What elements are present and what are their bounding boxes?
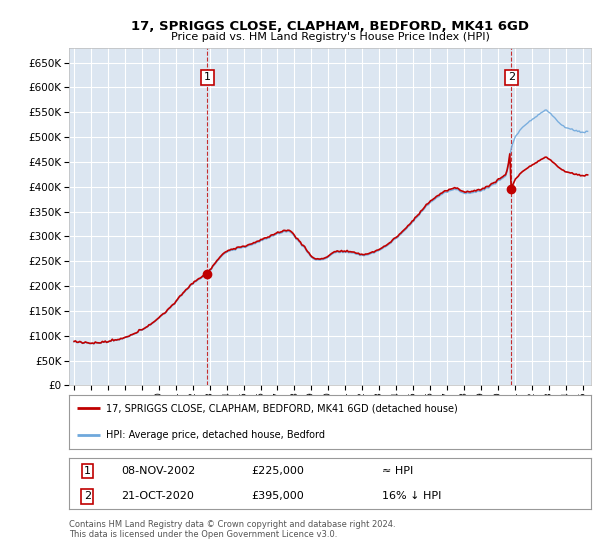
Text: 1: 1 (84, 466, 91, 476)
Text: £395,000: £395,000 (252, 491, 304, 501)
Text: Contains HM Land Registry data © Crown copyright and database right 2024.
This d: Contains HM Land Registry data © Crown c… (69, 520, 395, 539)
Text: HPI: Average price, detached house, Bedford: HPI: Average price, detached house, Bedf… (106, 430, 325, 440)
Text: 21-OCT-2020: 21-OCT-2020 (121, 491, 194, 501)
Text: 17, SPRIGGS CLOSE, CLAPHAM, BEDFORD, MK41 6GD (detached house): 17, SPRIGGS CLOSE, CLAPHAM, BEDFORD, MK4… (106, 403, 457, 413)
Text: 08-NOV-2002: 08-NOV-2002 (121, 466, 196, 476)
Text: 17, SPRIGGS CLOSE, CLAPHAM, BEDFORD, MK41 6GD: 17, SPRIGGS CLOSE, CLAPHAM, BEDFORD, MK4… (131, 20, 529, 32)
Text: £225,000: £225,000 (252, 466, 305, 476)
Text: 1: 1 (204, 72, 211, 82)
Text: ≈ HPI: ≈ HPI (382, 466, 413, 476)
Text: 2: 2 (508, 72, 515, 82)
Text: Price paid vs. HM Land Registry's House Price Index (HPI): Price paid vs. HM Land Registry's House … (170, 32, 490, 42)
Text: 2: 2 (84, 491, 91, 501)
Text: 16% ↓ HPI: 16% ↓ HPI (382, 491, 442, 501)
